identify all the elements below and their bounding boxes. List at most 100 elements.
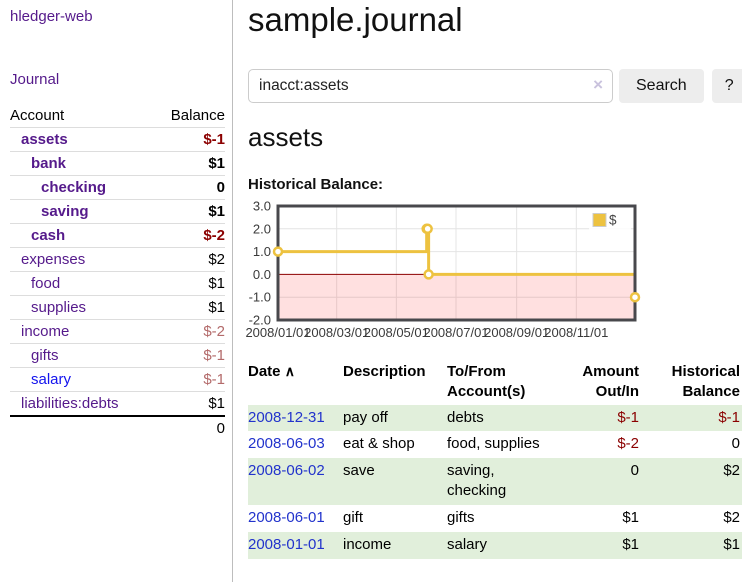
date-link[interactable]: 2008-06-01 <box>248 509 325 527</box>
account-heading: assets <box>248 122 324 152</box>
balance-cell: 0 <box>165 175 225 200</box>
balance-cell: $2 <box>165 247 225 272</box>
accounts-table: Account Balance assets $-1 bank $1 checking 0… <box>10 104 225 440</box>
svg-text:2008/01/01: 2008/01/01 <box>245 325 310 340</box>
accounts-header-account: Account <box>10 104 165 128</box>
cell-date: 2008-06-01 <box>248 505 343 532</box>
account-link-cash[interactable]: cash <box>31 227 66 244</box>
clear-search-icon[interactable]: × <box>593 75 603 94</box>
account-row: food $1 <box>10 271 225 296</box>
account-link-salary[interactable]: salary <box>31 371 72 388</box>
balance-cell: $1 <box>165 295 225 320</box>
account-link-expenses[interactable]: expenses <box>21 251 86 268</box>
account-row: saving $1 <box>10 199 225 224</box>
cell-amount: $-1 <box>617 408 639 426</box>
cell-date: 2008-06-02 <box>248 458 343 505</box>
account-cell: saving <box>10 199 165 224</box>
account-cell: food <box>10 271 165 296</box>
balance-cell: $1 <box>165 199 225 224</box>
account-link-food[interactable]: food <box>31 275 61 292</box>
account-link-gifts[interactable]: gifts <box>31 347 59 364</box>
accounts-header-row: Account Balance <box>10 104 225 128</box>
account-row: salary $-1 <box>10 367 225 392</box>
search-input[interactable] <box>248 69 613 103</box>
sort-asc-icon: ∧ <box>284 363 295 379</box>
account-link-checking[interactable]: checking <box>41 179 107 196</box>
help-button[interactable]: ? <box>711 69 742 103</box>
cell-date: 2008-12-31 <box>248 405 343 432</box>
account-cell: expenses <box>10 247 165 272</box>
register-header-row: Date ∧ Description To/From Account(s) Am… <box>248 360 742 405</box>
account-row: supplies $1 <box>10 295 225 320</box>
account-cell: checking <box>10 175 165 200</box>
cell-description: save <box>343 462 375 480</box>
account-link-liabilities-debts[interactable]: liabilities:debts <box>21 395 119 412</box>
table-row: 2008-06-01 gift gifts $1 $2 <box>248 505 742 532</box>
cell-amount: 0 <box>630 462 639 480</box>
balance-cell: $1 <box>165 391 225 417</box>
svg-text:$: $ <box>609 213 617 228</box>
cell-description: gift <box>343 509 364 527</box>
cell-accounts: food, supplies <box>447 435 540 453</box>
balance-cell: $-2 <box>165 223 225 248</box>
accounts-header-balance: Balance <box>165 104 225 128</box>
svg-text:2008/09/01: 2008/09/01 <box>484 325 549 340</box>
search-input-wrap: × <box>248 69 613 103</box>
account-cell: cash <box>10 223 165 248</box>
account-link-bank[interactable]: bank <box>31 155 67 172</box>
account-row: bank $1 <box>10 151 225 176</box>
date-link[interactable]: 2008-06-03 <box>248 435 325 453</box>
accounts-table-body: assets $-1 bank $1 checking 0 saving $1 cash $-2 e… <box>10 127 225 417</box>
search-bar: × Search ? <box>248 69 742 103</box>
cell-amount: $1 <box>622 509 639 527</box>
account-link-supplies[interactable]: supplies <box>31 299 87 316</box>
svg-text:1.0: 1.0 <box>253 244 271 259</box>
account-cell: salary <box>10 367 165 392</box>
table-row: 2008-01-01 income salary $1 $1 <box>248 532 742 560</box>
balance-cell: $1 <box>165 271 225 296</box>
cell-balance: 0 <box>731 435 740 453</box>
account-link-assets[interactable]: assets <box>21 131 68 148</box>
cell-description: eat & shop <box>343 435 415 453</box>
sidebar-item-journal[interactable]: Journal <box>10 71 60 88</box>
table-row: 2008-12-31 pay off debts $-1 $-1 <box>248 404 742 432</box>
accounts-total-value: 0 <box>165 415 225 440</box>
svg-text:2.0: 2.0 <box>253 221 271 236</box>
account-row: liabilities:debts $1 <box>10 391 225 417</box>
date-link[interactable]: 2008-06-02 <box>248 462 325 480</box>
svg-text:3.0: 3.0 <box>253 199 271 214</box>
account-row: gifts $-1 <box>10 343 225 368</box>
register-table: Date ∧ Description To/From Account(s) Am… <box>248 360 742 560</box>
cell-date: 2008-06-03 <box>248 431 343 458</box>
page-title: sample.journal <box>248 1 463 38</box>
svg-text:0.0: 0.0 <box>253 267 271 282</box>
cell-date: 2008-01-01 <box>248 532 343 559</box>
column-header-date[interactable]: Date ∧ <box>248 360 343 405</box>
cell-accounts: gifts <box>447 509 475 527</box>
account-cell: bank <box>10 151 165 176</box>
svg-text:2008/03/01: 2008/03/01 <box>304 325 369 340</box>
cell-accounts: debts <box>447 408 484 426</box>
account-link-saving[interactable]: saving <box>41 203 89 220</box>
date-link[interactable]: 2008-12-31 <box>248 408 325 426</box>
cell-description: income <box>343 536 392 554</box>
app-title-link[interactable]: hledger-web <box>10 8 93 25</box>
balance-cell: $1 <box>165 151 225 176</box>
svg-text:-1.0: -1.0 <box>249 290 271 305</box>
account-link-income[interactable]: income <box>21 323 70 340</box>
table-row: 2008-06-02 save saving, checking 0 $2 <box>248 458 742 506</box>
date-link[interactable]: 2008-01-01 <box>248 536 325 554</box>
account-row: cash $-2 <box>10 223 225 248</box>
cell-amount: $-2 <box>617 435 639 453</box>
account-cell: assets <box>10 127 165 152</box>
account-row: assets $-1 <box>10 127 225 152</box>
accounts-total-spacer <box>10 415 165 440</box>
column-header-balance: Historical Balance <box>671 363 740 401</box>
cell-balance: $-1 <box>718 408 740 426</box>
main-content: sample.journal × Search ? assets Histori… <box>245 0 742 582</box>
chart-title: Historical Balance: <box>248 176 384 193</box>
register-table-body: 2008-12-31 pay off debts $-1 $-1 2008-06-03 ea… <box>248 404 742 560</box>
search-button[interactable]: Search <box>619 69 704 103</box>
cell-balance: $2 <box>723 509 740 527</box>
account-cell: gifts <box>10 343 165 368</box>
